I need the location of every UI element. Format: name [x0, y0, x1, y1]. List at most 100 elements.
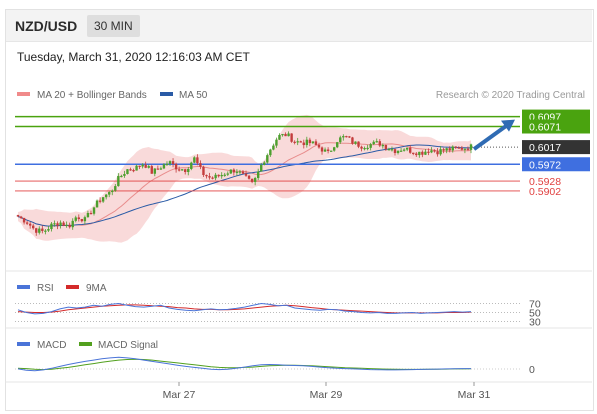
candle-body	[363, 148, 366, 150]
candle-body	[253, 178, 257, 182]
candle-body	[229, 169, 233, 174]
candle-body	[111, 190, 114, 193]
candle-body	[208, 176, 211, 178]
candle-body	[430, 150, 433, 153]
candle-body	[345, 136, 348, 138]
candle-body	[232, 169, 236, 173]
candle-body	[247, 175, 251, 179]
candle-body	[171, 161, 175, 164]
candle-body	[129, 169, 132, 171]
candle-body	[65, 224, 68, 227]
legend-ma20: MA 20 + Bollinger Bands	[37, 90, 147, 101]
last-price-label: 0.6017	[529, 142, 561, 154]
candle-body	[95, 200, 99, 208]
candle-body	[223, 174, 226, 176]
candle-body	[354, 141, 357, 144]
candle-body	[320, 147, 324, 152]
candle-body	[190, 162, 193, 169]
candle-body	[83, 217, 87, 222]
level-label-0.6071: 0.6071	[529, 122, 561, 134]
legend-swatch-ma50	[160, 92, 173, 96]
candle-body	[454, 146, 457, 148]
candle-body	[339, 137, 342, 143]
candle-body	[381, 144, 385, 147]
candle-body	[427, 151, 430, 153]
candle-body	[32, 225, 35, 229]
projection-arrow-head	[501, 119, 515, 132]
candle-body	[104, 194, 108, 198]
candle-body	[193, 157, 196, 163]
candle-body	[235, 171, 239, 173]
candle-body	[156, 168, 160, 170]
candle-body	[260, 164, 263, 172]
candle-body	[92, 207, 96, 214]
candle-body	[372, 141, 375, 145]
candle-body	[153, 168, 157, 174]
legend-swatch-macd	[17, 342, 30, 346]
candle-body	[50, 223, 53, 230]
candle-body	[308, 139, 312, 144]
candle-body	[162, 164, 166, 169]
candle-body	[375, 141, 378, 143]
x-tick-label: Mar 29	[310, 389, 343, 401]
candle-body	[336, 142, 339, 148]
candle-body	[147, 166, 150, 168]
candle-body	[348, 136, 351, 138]
candle-body	[433, 150, 436, 152]
candle-body	[390, 149, 394, 151]
candle-body	[326, 149, 330, 151]
candle-body	[369, 144, 372, 148]
candle-body	[384, 144, 388, 150]
candle-body	[305, 139, 309, 146]
candle-body	[35, 228, 38, 233]
candle-body	[180, 169, 184, 171]
candle-body	[415, 153, 418, 156]
candle-body	[205, 175, 208, 177]
candle-body	[393, 149, 397, 153]
ma50-line	[17, 144, 471, 227]
level-label-0.5902: 0.5902	[529, 186, 561, 198]
candle-body	[269, 149, 272, 156]
chart-header: NZD/USD 30 MIN	[6, 10, 592, 42]
candle-body	[44, 230, 47, 232]
candle-body	[387, 149, 391, 151]
candle-body	[108, 192, 111, 195]
rsi-ma-line	[17, 304, 472, 314]
candle-body	[202, 166, 205, 176]
candle-body	[302, 142, 305, 146]
candle-body	[311, 141, 315, 144]
candle-body	[120, 175, 123, 178]
candle-body	[296, 141, 299, 143]
research-credit: Research © 2020 Trading Central	[436, 90, 585, 101]
timeframe-button[interactable]: 30 MIN	[87, 15, 140, 37]
candle-body	[98, 200, 102, 202]
candle-body	[123, 173, 126, 176]
candle-body	[360, 146, 363, 149]
candle-body	[38, 228, 41, 233]
candle-body	[187, 168, 190, 172]
bollinger-band	[18, 114, 471, 243]
candle-body	[71, 220, 74, 228]
candle-body	[366, 147, 369, 150]
legend-swatch-rsi-ma	[66, 285, 79, 289]
candle-body	[460, 147, 464, 150]
candle-body	[396, 150, 400, 153]
candle-body	[19, 216, 23, 218]
level-label-0.5972: 0.5972	[529, 159, 561, 171]
candle-body	[214, 174, 217, 179]
candle-body	[466, 148, 470, 150]
candle-body	[28, 223, 32, 226]
candle-body	[126, 169, 129, 174]
candle-body	[22, 217, 26, 223]
rsi-line	[17, 302, 472, 315]
candle-body	[138, 165, 141, 167]
candle-body	[436, 151, 439, 155]
candle-body	[378, 141, 381, 146]
candle-body	[263, 162, 266, 165]
candle-body	[56, 223, 59, 226]
candle-body	[217, 174, 220, 177]
candle-body	[184, 169, 187, 172]
candle-body	[439, 149, 442, 155]
candle-body	[141, 164, 144, 167]
